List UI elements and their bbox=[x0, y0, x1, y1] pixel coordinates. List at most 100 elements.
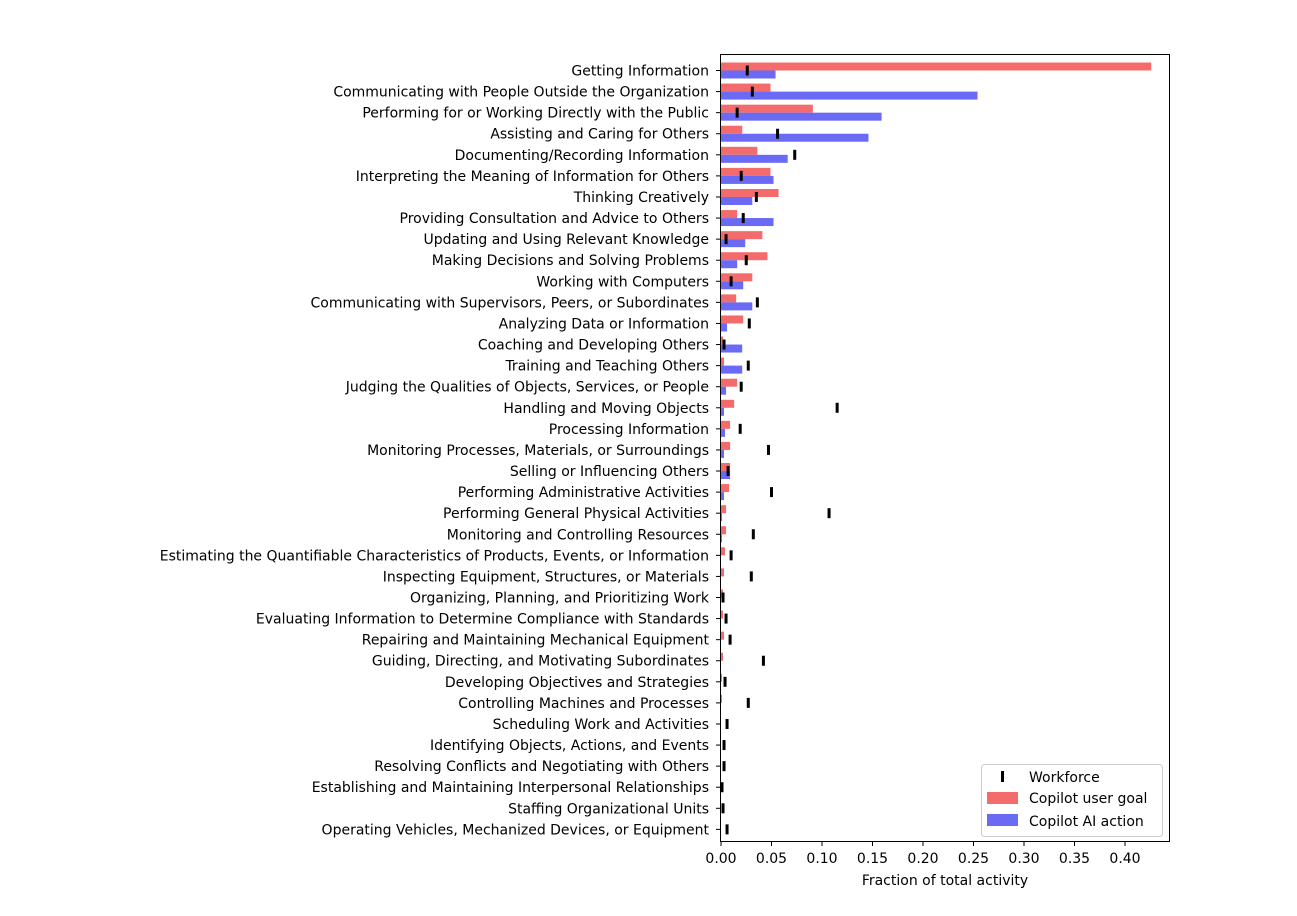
workforce-marker-coaching-and-developing-others bbox=[722, 339, 726, 350]
x-axis: 0.00 0.05 0.10 0.15 0.20 0.25 0.30 0.35 0.40 bbox=[705, 842, 1141, 867]
bar-user-goal-monitoring-processes-materials-or-surroundings bbox=[721, 441, 731, 450]
y-tick-label-assisting-and-caring-for-others: Assisting and Caring for Others bbox=[490, 127, 709, 143]
y-tick-label-controlling-machines-and-processes: Controlling Machines and Processes bbox=[458, 696, 709, 712]
y-tick-label-documenting-recording-information: Documenting/Recording Information bbox=[455, 148, 709, 164]
bar-user-goal-making-decisions-and-solving-problems bbox=[721, 252, 768, 261]
y-tick-label-working-with-computers: Working with Computers bbox=[536, 274, 709, 290]
workforce-marker-establishing-and-maintaining-interpersonal-relationships bbox=[720, 782, 724, 793]
workforce-marker-performing-for-or-working-directly-with-the-public bbox=[735, 107, 739, 118]
x-tick-label-4: 0.20 bbox=[907, 851, 938, 867]
workforce-marker-monitoring-processes-materials-or-surroundings bbox=[766, 444, 770, 455]
workforce-marker-performing-administrative-activities bbox=[770, 487, 773, 498]
workforce-marker-updating-and-using-relevant-knowledge bbox=[724, 234, 728, 245]
workforce-marker-staffing-organizational-units bbox=[721, 803, 725, 814]
y-tick-label-developing-objectives-and-strategies: Developing Objectives and Strategies bbox=[445, 675, 709, 691]
bar-user-goal-updating-and-using-relevant-knowledge bbox=[721, 231, 763, 240]
bar-ai-action-assisting-and-caring-for-others bbox=[721, 133, 869, 142]
bar-user-goal-performing-for-or-working-directly-with-the-public bbox=[721, 104, 813, 113]
x-tick-label-0: 0.00 bbox=[705, 851, 736, 867]
bar-user-goal-developing-objectives-and-strategies bbox=[721, 673, 723, 682]
bar-user-goal-assisting-and-caring-for-others bbox=[721, 125, 743, 134]
bar-user-goal-working-with-computers bbox=[721, 273, 753, 282]
bar-user-goal-processing-information bbox=[721, 420, 731, 429]
bar-ai-action-performing-general-physical-activities bbox=[721, 513, 723, 522]
bar-user-goal-performing-general-physical-activities bbox=[721, 505, 727, 514]
y-tick-label-identifying-objects-actions-and-events: Identifying Objects, Actions, and Events bbox=[430, 738, 709, 754]
y-tick-label-resolving-conflicts-and-negotiating-with-others: Resolving Conflicts and Negotiating with… bbox=[374, 759, 709, 775]
workforce-marker-training-and-teaching-others bbox=[746, 360, 750, 371]
x-tick-label-1: 0.05 bbox=[756, 851, 787, 867]
legend-ai-action-label: Copilot AI action bbox=[1029, 814, 1144, 830]
bar-user-goal-monitoring-and-controlling-resources bbox=[721, 526, 727, 535]
y-tick-label-coaching-and-developing-others: Coaching and Developing Others bbox=[478, 338, 709, 354]
y-tick-label-judging-the-qualities-of-objects-services-or-people: Judging the Qualities of Objects, Servic… bbox=[345, 380, 709, 396]
workforce-marker-providing-consultation-and-advice-to-others bbox=[741, 213, 745, 224]
x-tick-label-5: 0.25 bbox=[958, 851, 989, 867]
bar-user-goal-handling-and-moving-objects bbox=[721, 399, 735, 408]
y-tick-label-making-decisions-and-solving-problems: Making Decisions and Solving Problems bbox=[432, 253, 709, 269]
workforce-marker-working-with-computers bbox=[729, 276, 733, 287]
y-tick-label-communicating-with-people-outside-the-organization: Communicating with People Outside the Or… bbox=[333, 85, 709, 101]
bar-ai-action-training-and-teaching-others bbox=[721, 365, 743, 374]
y-tick-label-getting-information: Getting Information bbox=[571, 64, 709, 80]
bar-user-goal-thinking-creatively bbox=[721, 188, 779, 197]
workforce-marker-scheduling-work-and-activities bbox=[725, 718, 729, 729]
bar-user-goal-analyzing-data-or-information bbox=[721, 315, 744, 324]
workforce-marker-evaluating-information-to-determine-compliance-with-standards bbox=[724, 613, 728, 624]
y-tick-label-handling-and-moving-objects: Handling and Moving Objects bbox=[503, 401, 709, 417]
workforce-marker-analyzing-data-or-information bbox=[747, 318, 751, 329]
legend-workforce-label: Workforce bbox=[1029, 770, 1100, 786]
y-tick-label-operating-vehicles-mechanized-devices-or-equipment: Operating Vehicles, Mechanized Devices, … bbox=[322, 822, 710, 838]
y-tick-label-monitoring-processes-materials-or-surroundings: Monitoring Processes, Materials, or Surr… bbox=[367, 443, 709, 459]
workforce-marker-assisting-and-caring-for-others bbox=[776, 128, 780, 139]
y-tick-label-organizing-planning-and-prioritizing-work: Organizing, Planning, and Prioritizing W… bbox=[410, 591, 710, 607]
bar-user-goal-selling-or-influencing-others bbox=[721, 463, 731, 472]
bar-ai-action-communicating-with-people-outside-the-organization bbox=[721, 91, 978, 100]
category-label-layer: Getting Information Communicating with Pe… bbox=[160, 64, 720, 838]
legend-box bbox=[981, 764, 1163, 837]
x-tick-label-6: 0.30 bbox=[1008, 851, 1039, 867]
y-tick-label-repairing-and-maintaining-mechanical-equipment: Repairing and Maintaining Mechanical Equ… bbox=[362, 633, 710, 649]
workforce-marker-interpreting-the-meaning-of-information-for-others bbox=[739, 170, 743, 181]
workforce-marker-communicating-with-supervisors-peers-or-subordinates bbox=[755, 297, 759, 308]
bar-ai-action-updating-and-using-relevant-knowledge bbox=[721, 239, 746, 248]
workforce-marker-selling-or-influencing-others bbox=[726, 466, 730, 477]
x-tick-label-8: 0.40 bbox=[1109, 851, 1140, 867]
workforce-marker-performing-general-physical-activities bbox=[827, 508, 831, 519]
y-tick-label-communicating-with-supervisors-peers-or-subordinates: Communicating with Supervisors, Peers, o… bbox=[310, 295, 709, 311]
legend: Workforce Copilot user goal Copilot AI a… bbox=[981, 764, 1163, 837]
workforce-marker-documenting-recording-information bbox=[793, 149, 797, 160]
bar-ai-action-documenting-recording-information bbox=[721, 154, 788, 163]
x-tick-label-3: 0.15 bbox=[857, 851, 888, 867]
bar-user-goal-training-and-teaching-others bbox=[721, 357, 725, 366]
bar-user-goal-communicating-with-people-outside-the-organization bbox=[721, 83, 771, 92]
bar-ai-action-performing-for-or-working-directly-with-the-public bbox=[721, 112, 882, 121]
bar-ai-action-judging-the-qualities-of-objects-services-or-people bbox=[721, 386, 727, 395]
bar-ai-action-thinking-creatively bbox=[721, 196, 753, 205]
y-tick-label-staffing-organizational-units: Staffing Organizational Units bbox=[508, 801, 709, 817]
y-tick-label-interpreting-the-meaning-of-information-for-others: Interpreting the Meaning of Information … bbox=[356, 169, 709, 185]
y-tick-label-updating-and-using-relevant-knowledge: Updating and Using Relevant Knowledge bbox=[424, 232, 709, 248]
y-tick-label-scheduling-work-and-activities: Scheduling Work and Activities bbox=[493, 717, 709, 733]
y-tick-label-guiding-directing-and-motivating-subordinates: Guiding, Directing, and Motivating Subor… bbox=[372, 654, 709, 670]
workforce-marker-operating-vehicles-mechanized-devices-or-equipment bbox=[725, 824, 729, 835]
bar-user-goal-inspecting-equipment-structures-or-materials bbox=[721, 568, 725, 577]
workforce-marker-thinking-creatively bbox=[754, 191, 758, 202]
bar-ai-action-communicating-with-supervisors-peers-or-subordinates bbox=[721, 302, 753, 311]
legend-user-goal-swatch bbox=[987, 792, 1018, 804]
bar-ai-action-monitoring-processes-materials-or-surroundings bbox=[721, 449, 725, 458]
bar-user-goal-controlling-machines-and-processes bbox=[721, 694, 723, 703]
bar-ai-action-interpreting-the-meaning-of-information-for-others bbox=[721, 175, 774, 184]
workforce-marker-processing-information bbox=[738, 423, 742, 434]
bar-ai-action-providing-consultation-and-advice-to-others bbox=[721, 218, 774, 227]
y-tick-label-performing-for-or-working-directly-with-the-public: Performing for or Working Directly with … bbox=[362, 106, 709, 122]
bar-ai-action-analyzing-data-or-information bbox=[721, 323, 728, 332]
bar-user-goal-repairing-and-maintaining-mechanical-equipment bbox=[721, 631, 725, 640]
bar-user-goal-performing-administrative-activities bbox=[721, 484, 730, 493]
workforce-marker-inspecting-equipment-structures-or-materials bbox=[749, 571, 753, 582]
y-tick-label-establishing-and-maintaining-interpersonal-relationships: Establishing and Maintaining Interperson… bbox=[312, 780, 709, 796]
workforce-marker-identifying-objects-actions-and-events bbox=[722, 740, 726, 751]
bar-user-goal-providing-consultation-and-advice-to-others bbox=[721, 210, 738, 219]
bar-user-goal-estimating-the-quantifiable-characteristics-of-products-events-or-information bbox=[721, 547, 726, 556]
